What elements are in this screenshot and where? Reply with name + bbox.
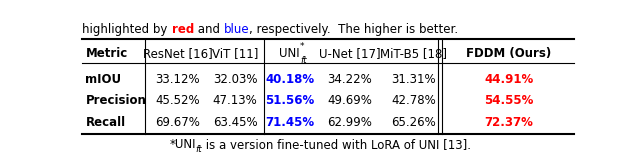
Text: 63.45%: 63.45% xyxy=(213,116,257,129)
Text: MiT-B5 [18]: MiT-B5 [18] xyxy=(380,47,447,61)
Text: UNI: UNI xyxy=(280,47,300,61)
Text: *: * xyxy=(300,42,305,51)
Text: 31.31%: 31.31% xyxy=(391,73,436,86)
Text: ft: ft xyxy=(196,145,202,154)
Text: 47.13%: 47.13% xyxy=(213,94,258,107)
Text: 72.37%: 72.37% xyxy=(484,116,534,129)
Text: 49.69%: 49.69% xyxy=(328,94,372,107)
Text: 34.22%: 34.22% xyxy=(328,73,372,86)
Text: 62.99%: 62.99% xyxy=(328,116,372,129)
Text: 33.12%: 33.12% xyxy=(155,73,200,86)
Text: highlighted by: highlighted by xyxy=(83,23,172,36)
Text: ViT [11]: ViT [11] xyxy=(212,47,259,61)
Text: 65.26%: 65.26% xyxy=(391,116,436,129)
Text: red: red xyxy=(172,23,194,36)
Text: 71.45%: 71.45% xyxy=(265,116,314,129)
Text: Recall: Recall xyxy=(86,116,125,129)
Text: , respectively.  The higher is better.: , respectively. The higher is better. xyxy=(249,23,458,36)
Text: *UNI: *UNI xyxy=(169,138,196,151)
Text: is a version fine-tuned with LoRA of UNI [13].: is a version fine-tuned with LoRA of UNI… xyxy=(202,138,472,151)
Text: Metric: Metric xyxy=(86,47,128,61)
Text: 32.03%: 32.03% xyxy=(213,73,257,86)
Text: FDDM (Ours): FDDM (Ours) xyxy=(467,47,552,61)
Text: 51.56%: 51.56% xyxy=(265,94,314,107)
Text: 44.91%: 44.91% xyxy=(484,73,534,86)
Text: Precision: Precision xyxy=(86,94,147,107)
Text: ResNet [16]: ResNet [16] xyxy=(143,47,212,61)
Text: 54.55%: 54.55% xyxy=(484,94,534,107)
Text: 45.52%: 45.52% xyxy=(155,94,200,107)
Text: 42.78%: 42.78% xyxy=(391,94,436,107)
Text: mIOU: mIOU xyxy=(86,73,122,86)
Text: 40.18%: 40.18% xyxy=(265,73,314,86)
Text: ft: ft xyxy=(300,56,307,65)
Text: and: and xyxy=(194,23,223,36)
Text: U-Net [17]: U-Net [17] xyxy=(319,47,381,61)
Text: 69.67%: 69.67% xyxy=(155,116,200,129)
Text: blue: blue xyxy=(223,23,249,36)
